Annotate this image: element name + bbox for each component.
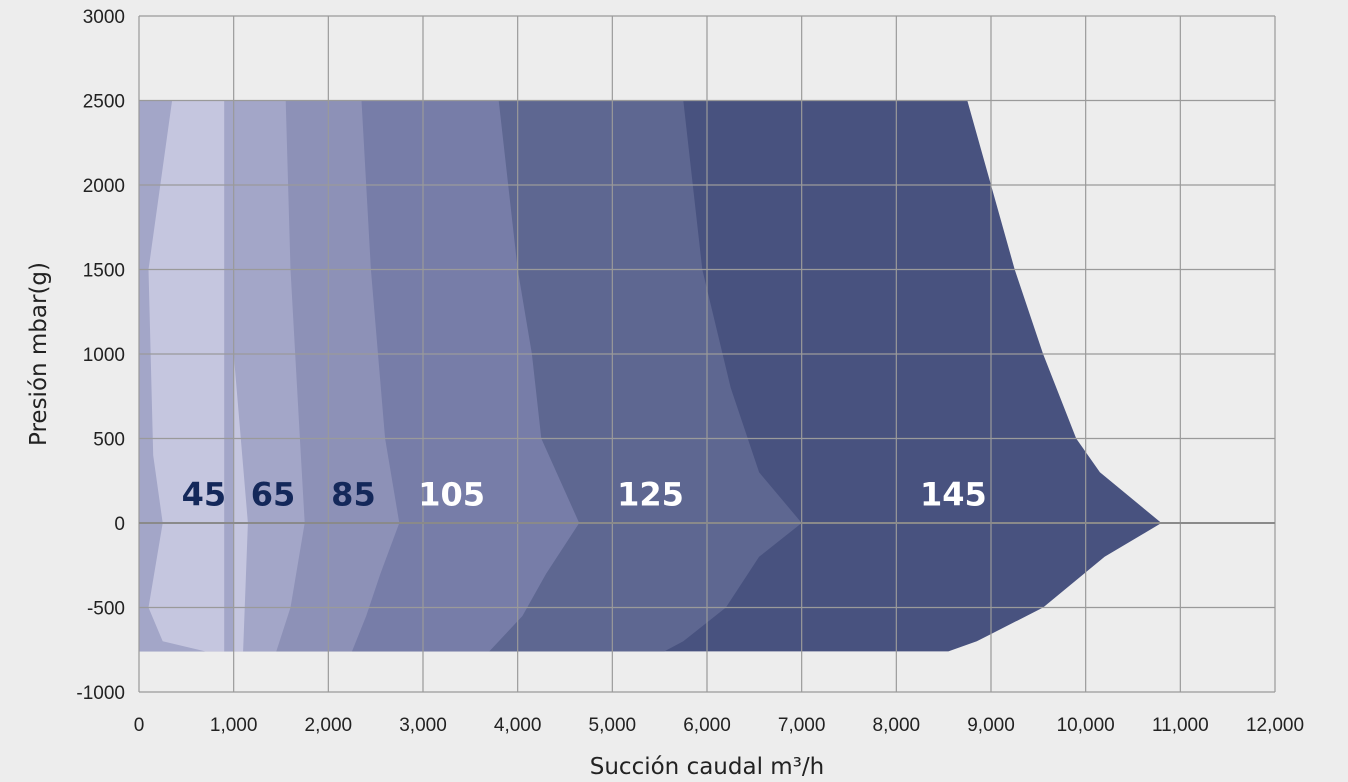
y-tick-label: 3000 xyxy=(83,7,125,28)
x-tick-label: 4,000 xyxy=(494,715,542,736)
x-tick-label: 8,000 xyxy=(873,715,921,736)
y-tick-label: 2000 xyxy=(83,176,125,197)
series-labels: 145 125 105 85 65 45 xyxy=(182,475,987,513)
y-tick-label: 2500 xyxy=(83,92,125,113)
y-tick-label: -500 xyxy=(87,599,125,620)
x-tick-label: 11,000 xyxy=(1152,715,1209,736)
series-label-85: 85 xyxy=(331,475,376,513)
y-tick-labels: 3000 2500 2000 1500 1000 500 0 -500 -1000 xyxy=(76,7,125,704)
x-tick-label: 0 xyxy=(134,715,145,736)
y-tick-label: 0 xyxy=(114,514,125,535)
x-tick-label: 12,000 xyxy=(1246,715,1304,736)
x-axis-title: Succión caudal m³/h xyxy=(590,754,824,780)
x-tick-label: 3,000 xyxy=(399,715,447,736)
x-tick-label: 5,000 xyxy=(589,715,637,736)
y-axis-title: Presión mbar(g) xyxy=(26,262,52,446)
area-45 xyxy=(148,100,248,652)
series-label-145: 145 xyxy=(920,475,987,513)
y-tick-label: 1000 xyxy=(83,345,125,366)
x-tick-label: 6,000 xyxy=(683,715,731,736)
x-tick-label: 2,000 xyxy=(305,715,353,736)
series-label-105: 105 xyxy=(418,475,485,513)
series-label-65: 65 xyxy=(251,475,296,513)
x-tick-label: 9,000 xyxy=(967,715,1015,736)
x-tick-label: 7,000 xyxy=(778,715,826,736)
x-tick-labels: 0 1,000 2,000 3,000 4,000 5,000 6,000 7,000 8,00… xyxy=(134,715,1304,736)
series-label-125: 125 xyxy=(617,475,684,513)
x-tick-label: 10,000 xyxy=(1057,715,1115,736)
series-label-45: 45 xyxy=(182,475,227,513)
y-tick-label: 500 xyxy=(93,430,125,451)
x-tick-label: 1,000 xyxy=(210,715,258,736)
grid xyxy=(138,15,1276,693)
y-tick-label: 1500 xyxy=(83,261,125,282)
area-series-group xyxy=(139,100,1162,652)
y-tick-label: -1000 xyxy=(76,683,125,704)
